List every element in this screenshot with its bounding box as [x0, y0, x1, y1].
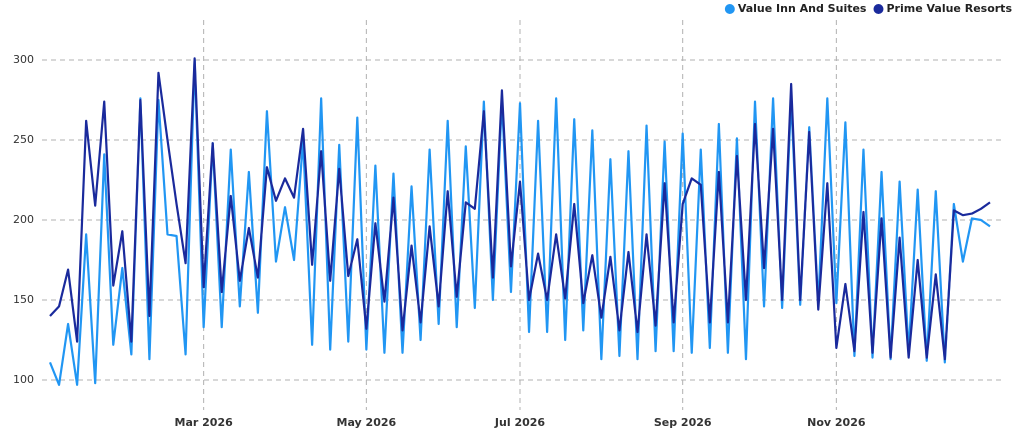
y-tick-label: 100 — [13, 373, 34, 386]
y-tick-label: 200 — [13, 213, 34, 226]
y-tick-label: 300 — [13, 53, 34, 66]
series-line — [48, 58, 991, 386]
x-tick-label: Sep 2026 — [654, 416, 712, 429]
x-tick-label: Nov 2026 — [807, 416, 866, 429]
legend-marker — [873, 4, 884, 14]
x-tick-label: Jul 2026 — [494, 416, 545, 429]
legend-label: Prime Value Resorts — [886, 2, 1012, 15]
legend-marker — [724, 4, 735, 14]
legend-label: Value Inn And Suites — [738, 2, 867, 15]
x-tick-label: May 2026 — [337, 416, 397, 429]
x-tick-label: Mar 2026 — [175, 416, 234, 429]
y-tick-label: 150 — [13, 293, 34, 306]
series-line — [49, 57, 991, 361]
y-tick-label: 250 — [13, 133, 34, 146]
